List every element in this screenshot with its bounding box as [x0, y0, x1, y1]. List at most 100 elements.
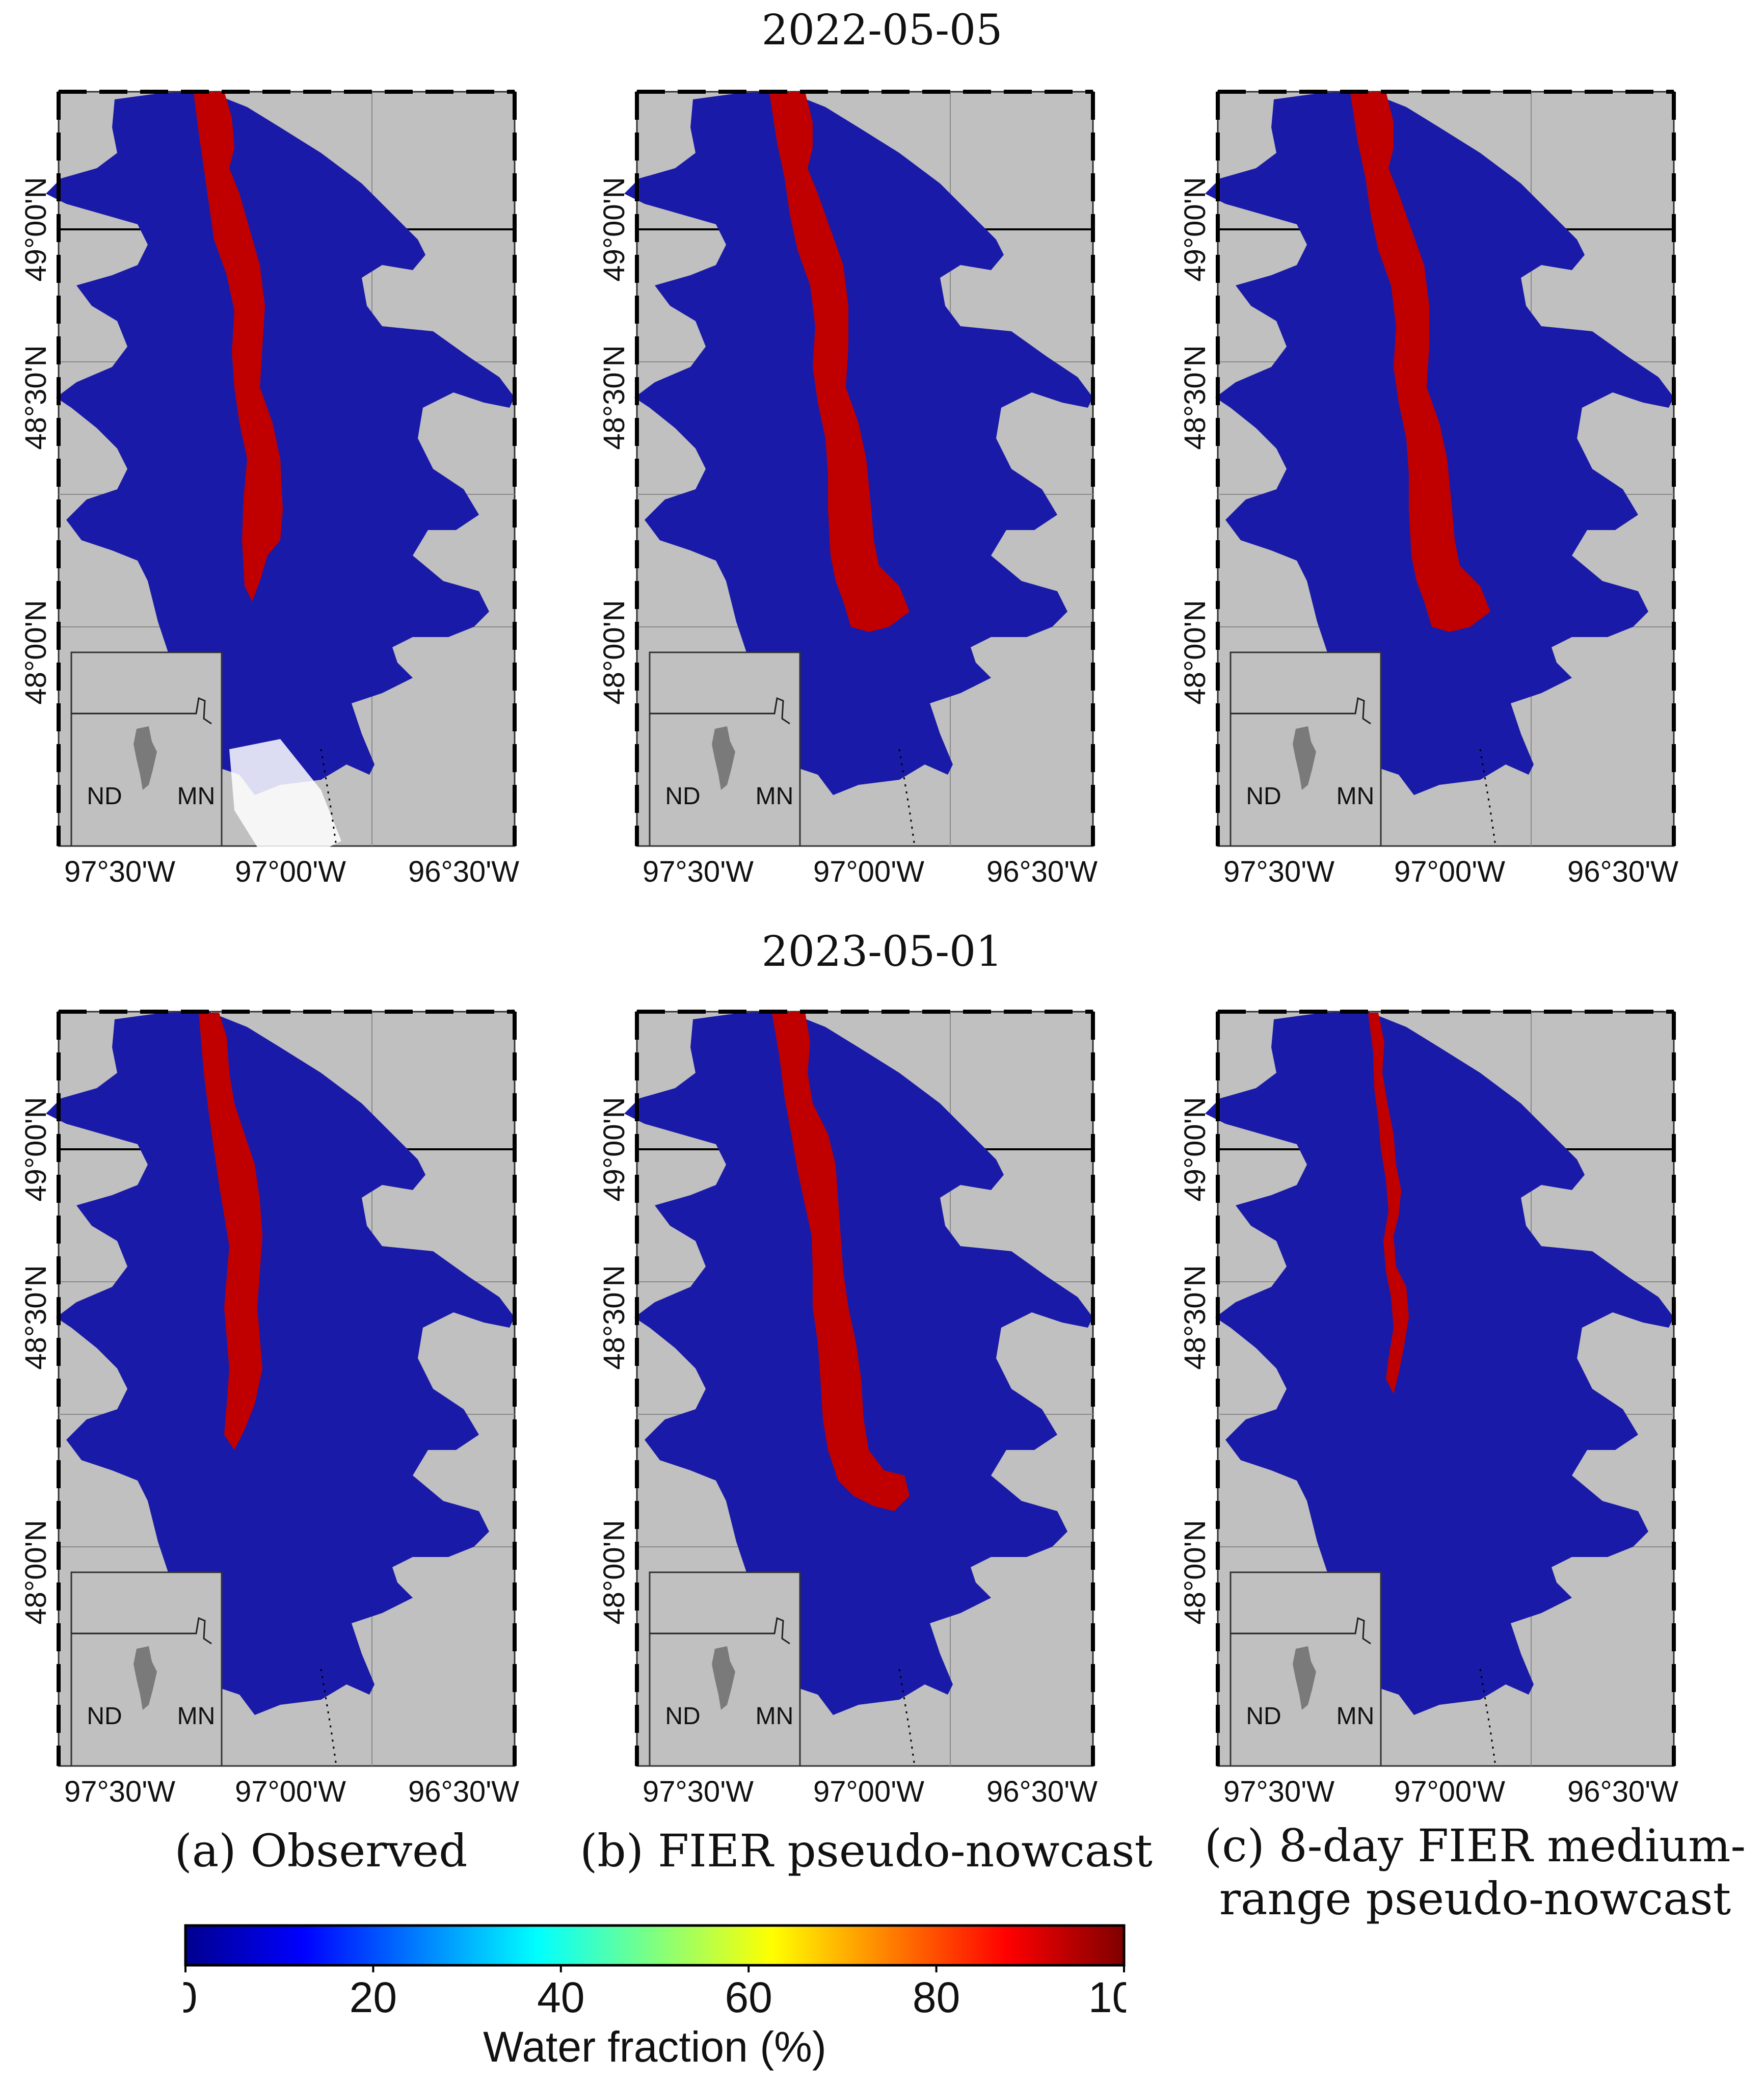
inset-label-mn: MN — [177, 1703, 216, 1730]
latitude-tick-label: 48°00'N — [1179, 1520, 1212, 1624]
inset-label-nd: ND — [87, 783, 122, 810]
latitude-tick-label: 48°00'N — [1179, 600, 1212, 704]
state-border-dotted — [320, 1669, 337, 1766]
inset-basin-shape — [712, 726, 735, 790]
colorbar-tick-label: 40 — [537, 1973, 584, 2021]
inset-border-line — [71, 697, 212, 725]
inset-label-mn: MN — [1337, 783, 1375, 810]
caption-observed: (a) Observed — [174, 1825, 468, 1877]
flood-water-area — [772, 1012, 910, 1511]
latitude-tick-label: 49°00'N — [19, 177, 52, 281]
flood-water-area — [194, 92, 283, 601]
longitude-tick-label: 97°30'W — [1223, 1775, 1334, 1808]
latitude-tick-label: 48°00'N — [598, 600, 631, 704]
flood-water-area — [769, 92, 910, 632]
latitude-tick-label: 48°00'N — [19, 600, 52, 704]
colorbar-tick-label: 60 — [725, 1973, 772, 2021]
longitude-tick-label: 97°00'W — [813, 1775, 924, 1808]
inset-border-line — [650, 1617, 790, 1645]
latitude-tick-label: 48°30'N — [598, 345, 631, 450]
colorbar-tick-label: 100 — [1088, 1973, 1126, 2021]
map-svg: ND MN 49°00'N 48°30'N 48°00'N 97°30'W 97°00'W 9… — [598, 1010, 1098, 1808]
inset-label-nd: ND — [665, 783, 700, 810]
inset-basin-shape — [133, 726, 157, 790]
longitude-tick-label: 96°30'W — [1567, 1775, 1678, 1808]
no-data-area — [229, 739, 341, 861]
longitude-tick-label: 97°30'W — [643, 1775, 754, 1808]
longitude-tick-label: 96°30'W — [986, 855, 1098, 888]
longitude-tick-label: 96°30'W — [408, 855, 519, 888]
inset-label-nd: ND — [1246, 783, 1281, 810]
inset-basin-shape — [1293, 1646, 1316, 1710]
flood-water-area — [1368, 1013, 1409, 1394]
map-panel-observed-2022: ND MN 49°00'N 48°30'N 48°00'N 97°30'W 97°00'W 9… — [15, 87, 601, 953]
map-svg: ND MN 49°00'N 48°30'N 48°00'N 97°30'W 97°00'W 9… — [598, 90, 1098, 888]
latitude-tick-label: 49°00'N — [19, 1097, 52, 1201]
longitude-tick-label: 97°00'W — [1394, 855, 1505, 888]
inset-border-line — [1231, 697, 1371, 725]
flood-water-area — [1350, 92, 1490, 632]
longitude-tick-label: 97°00'W — [813, 855, 924, 888]
state-border-dotted — [1479, 1669, 1496, 1766]
title-row-2022: 2022-05-05 — [761, 6, 1003, 55]
inset-label-mn: MN — [756, 783, 794, 810]
caption-fier-nowcast: (b) FIER pseudo-nowcast — [580, 1825, 1153, 1877]
inset-border-line — [650, 697, 790, 725]
inset-label-nd: ND — [87, 1703, 122, 1730]
inset-border-line — [1231, 1617, 1371, 1645]
latitude-tick-label: 48°30'N — [1179, 1265, 1212, 1369]
state-border-dotted — [1479, 749, 1496, 847]
map-svg: ND MN 49°00'N 48°30'N 48°00'N 97°30'W 97°00'W 9… — [19, 90, 519, 888]
latitude-tick-label: 49°00'N — [1179, 177, 1212, 281]
colorbar: 0 20 40 60 80 100 Water fraction (%) — [174, 1921, 1160, 2074]
inset-label-mn: MN — [177, 783, 216, 810]
map-panel-observed-2023: ND MN 49°00'N 48°30'N 48°00'N 97°30'W 97°00'W 9… — [15, 1007, 601, 1873]
flood-water-area — [199, 1013, 262, 1450]
colorbar-gradient — [184, 1924, 1126, 1967]
map-panel-fier-nowcast-2023: ND MN 49°00'N 48°30'N 48°00'N 97°30'W 97°00'W 9… — [594, 1007, 1180, 1873]
colorbar-title: Water fraction (%) — [483, 2023, 826, 2071]
latitude-tick-label: 48°30'N — [1179, 345, 1212, 450]
inset-basin-shape — [133, 1646, 157, 1710]
inset-label-mn: MN — [756, 1703, 794, 1730]
longitude-tick-label: 97°00'W — [235, 1775, 346, 1808]
basin-area — [46, 1012, 515, 1715]
basin-area — [46, 92, 515, 795]
latitude-tick-label: 49°00'N — [598, 1097, 631, 1201]
state-border-dotted — [898, 749, 916, 847]
colorbar-tick-label: 0 — [183, 1973, 197, 2021]
state-border-dotted — [898, 1669, 916, 1766]
latitude-tick-label: 49°00'N — [598, 177, 631, 281]
inset-label-mn: MN — [1337, 1703, 1375, 1730]
inset-basin-shape — [1293, 726, 1316, 790]
title-row-2023: 2023-05-01 — [761, 928, 1003, 976]
inset-basin-shape — [712, 1646, 735, 1710]
colorbar-svg: 0 20 40 60 80 100 Water fraction (%) — [174, 1924, 1160, 2071]
latitude-tick-label: 48°00'N — [19, 1520, 52, 1624]
longitude-tick-label: 96°30'W — [408, 1775, 519, 1808]
longitude-tick-label: 97°30'W — [64, 855, 175, 888]
caption-fier-medium-range-line1: (c) 8-day FIER medium- — [1204, 1819, 1746, 1872]
inset-label-nd: ND — [1246, 1703, 1281, 1730]
map-svg: ND MN 49°00'N 48°30'N 48°00'N 97°30'W 97°00'W 9… — [1179, 90, 1678, 888]
map-svg: ND MN 49°00'N 48°30'N 48°00'N 97°30'W 97°00'W 9… — [1179, 1010, 1678, 1808]
colorbar-tick-label: 80 — [913, 1973, 960, 2021]
state-border-dotted — [320, 749, 337, 847]
latitude-tick-label: 48°30'N — [19, 1265, 52, 1369]
longitude-tick-label: 96°30'W — [986, 1775, 1098, 1808]
longitude-tick-label: 96°30'W — [1567, 855, 1678, 888]
longitude-tick-label: 97°00'W — [1394, 1775, 1505, 1808]
longitude-tick-label: 97°00'W — [235, 855, 346, 888]
basin-area — [1205, 1012, 1674, 1715]
inset-label-nd: ND — [665, 1703, 700, 1730]
latitude-tick-label: 48°30'N — [19, 345, 52, 450]
latitude-tick-label: 49°00'N — [1179, 1097, 1212, 1201]
latitude-tick-label: 48°00'N — [598, 1520, 631, 1624]
colorbar-tick-label: 20 — [350, 1973, 397, 2021]
inset-border-line — [71, 1617, 212, 1645]
longitude-tick-label: 97°30'W — [64, 1775, 175, 1808]
latitude-tick-label: 48°30'N — [598, 1265, 631, 1369]
caption-fier-medium-range: (c) 8-day FIER medium- range pseudo-nowc… — [1187, 1819, 1763, 1925]
map-panel-fier-medium-range-2023: ND MN 49°00'N 48°30'N 48°00'N 97°30'W 97°00'W 9… — [1174, 1007, 1760, 1873]
map-panel-fier-medium-range-2022: ND MN 49°00'N 48°30'N 48°00'N 97°30'W 97°00'W 9… — [1174, 87, 1760, 953]
